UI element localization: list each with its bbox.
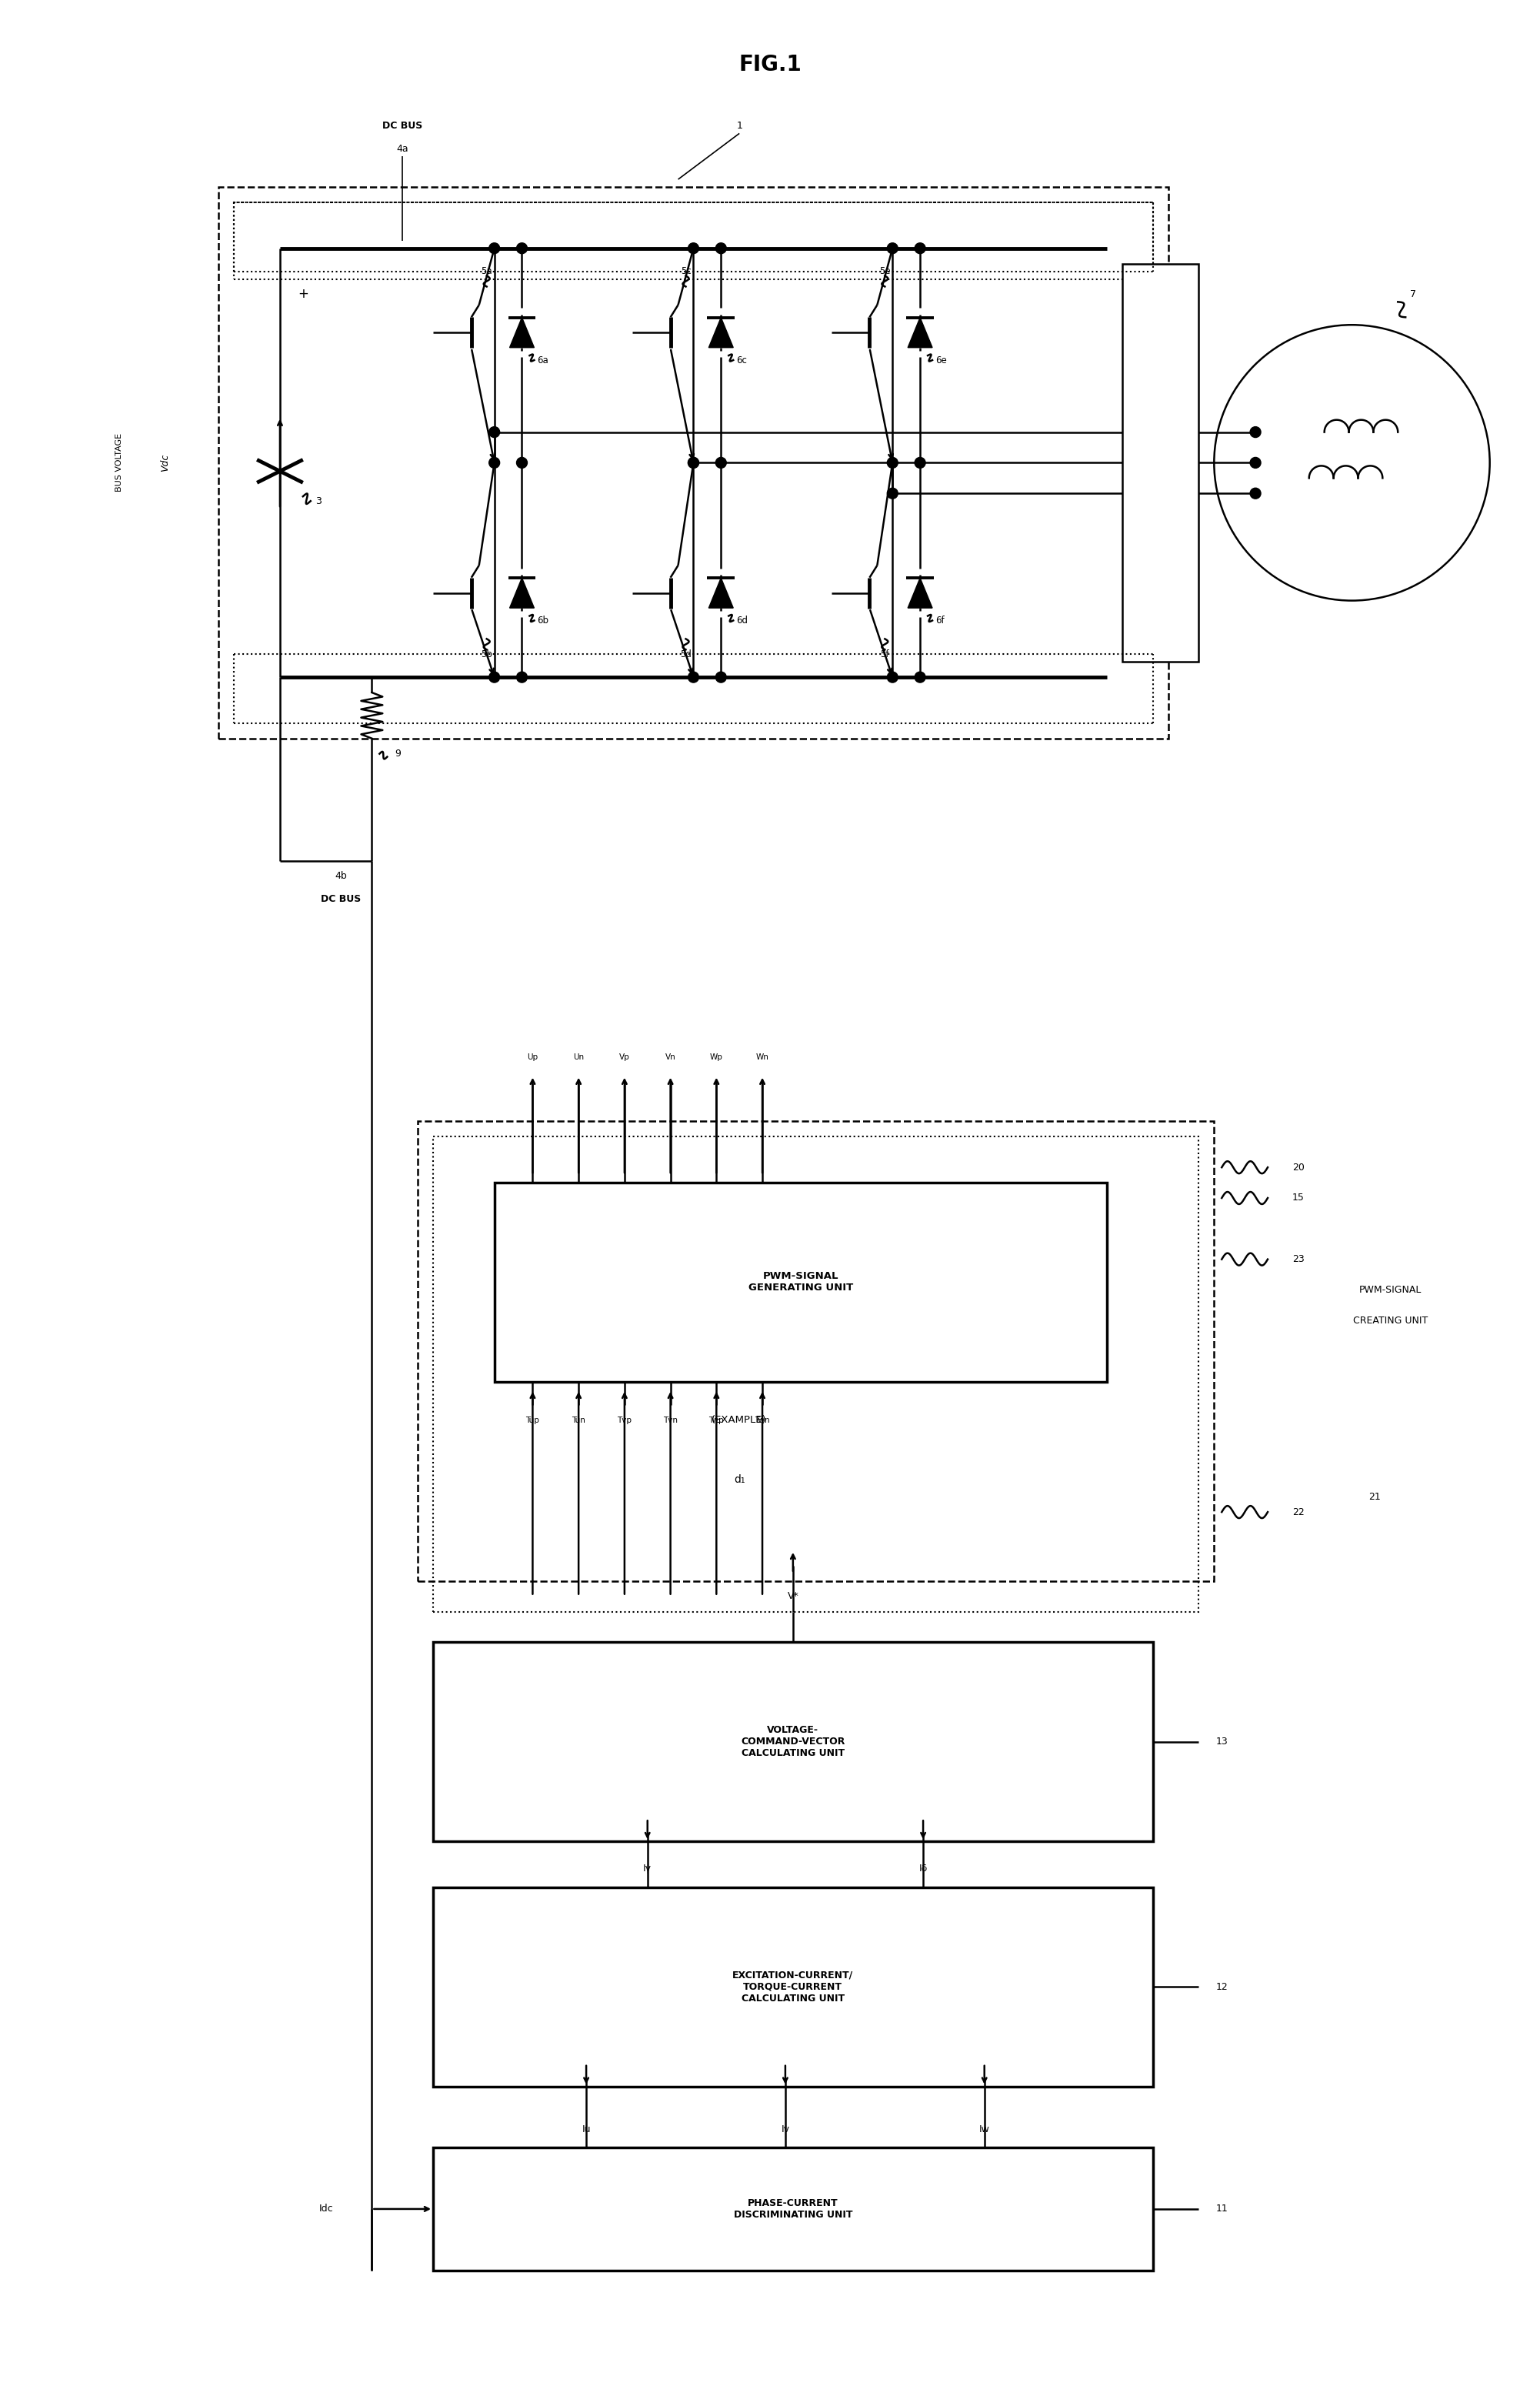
Circle shape xyxy=(688,671,699,683)
Text: (EXAMPLE): (EXAMPLE) xyxy=(711,1416,767,1426)
Circle shape xyxy=(716,671,727,683)
Text: Twn: Twn xyxy=(755,1416,770,1423)
Text: Wp: Wp xyxy=(710,1054,722,1061)
Text: 5e: 5e xyxy=(879,266,890,276)
Text: +: + xyxy=(297,288,308,302)
Text: PHASE-CURRENT
DISCRIMINATING UNIT: PHASE-CURRENT DISCRIMINATING UNIT xyxy=(733,2197,853,2219)
Text: 23: 23 xyxy=(1292,1253,1304,1265)
Text: 6a: 6a xyxy=(537,355,548,364)
Circle shape xyxy=(688,458,699,467)
Text: 6b: 6b xyxy=(537,616,548,625)
Text: 12: 12 xyxy=(1215,1981,1227,1991)
Polygon shape xyxy=(708,577,733,609)
Text: DC BUS: DC BUS xyxy=(322,894,362,903)
Circle shape xyxy=(887,489,898,498)
Circle shape xyxy=(516,671,527,683)
Bar xyxy=(433,1888,1153,2087)
Bar xyxy=(433,2147,1153,2271)
Circle shape xyxy=(490,426,499,438)
Bar xyxy=(494,1184,1107,1382)
Circle shape xyxy=(490,671,499,683)
Text: Iw: Iw xyxy=(979,2125,990,2135)
Text: 22: 22 xyxy=(1292,1507,1304,1517)
Text: 9: 9 xyxy=(394,750,400,760)
Bar xyxy=(433,1136,1198,1613)
Text: 13: 13 xyxy=(1215,1737,1227,1747)
Bar xyxy=(433,1641,1153,1843)
Text: 5c: 5c xyxy=(681,266,691,276)
Text: Vdc: Vdc xyxy=(160,453,169,472)
Bar xyxy=(234,201,1153,278)
Text: 5b: 5b xyxy=(480,649,493,659)
Text: 6e: 6e xyxy=(935,355,947,364)
Polygon shape xyxy=(708,319,733,347)
Circle shape xyxy=(915,458,926,467)
Circle shape xyxy=(516,242,527,254)
Circle shape xyxy=(1250,489,1261,498)
Text: 5f: 5f xyxy=(881,649,889,659)
Text: Iv: Iv xyxy=(781,2125,790,2135)
Text: Wn: Wn xyxy=(756,1054,768,1061)
Text: Vn: Vn xyxy=(665,1054,676,1061)
Text: FIG.1: FIG.1 xyxy=(739,53,801,74)
Text: Tvn: Tvn xyxy=(664,1416,678,1423)
Circle shape xyxy=(1250,426,1261,438)
Text: 4a: 4a xyxy=(396,144,408,153)
Circle shape xyxy=(887,671,898,683)
Text: Twp: Twp xyxy=(708,1416,724,1423)
Circle shape xyxy=(716,458,727,467)
Text: Tvp: Tvp xyxy=(618,1416,631,1423)
Text: 1: 1 xyxy=(736,120,742,132)
Text: BUS VOLTAGE: BUS VOLTAGE xyxy=(116,434,123,491)
Circle shape xyxy=(516,458,527,467)
Circle shape xyxy=(915,242,926,254)
Text: CREATING UNIT: CREATING UNIT xyxy=(1352,1315,1428,1325)
Text: Iu: Iu xyxy=(582,2125,591,2135)
Text: 6c: 6c xyxy=(736,355,747,364)
Text: V*: V* xyxy=(787,1591,799,1601)
Circle shape xyxy=(716,242,727,254)
Circle shape xyxy=(915,671,926,683)
Text: 5a: 5a xyxy=(480,266,493,276)
Polygon shape xyxy=(907,577,932,609)
Text: Tun: Tun xyxy=(571,1416,585,1423)
Circle shape xyxy=(490,458,499,467)
Text: 7: 7 xyxy=(1411,290,1417,300)
Circle shape xyxy=(1250,458,1261,467)
Text: Idc: Idc xyxy=(319,2204,333,2214)
Text: 5d: 5d xyxy=(681,649,691,659)
Text: Tup: Tup xyxy=(525,1416,539,1423)
Polygon shape xyxy=(907,319,932,347)
Text: 21: 21 xyxy=(1369,1493,1381,1502)
Text: PWM-SIGNAL
GENERATING UNIT: PWM-SIGNAL GENERATING UNIT xyxy=(748,1272,853,1294)
Circle shape xyxy=(887,458,898,467)
Text: VOLTAGE-
COMMAND-VECTOR
CALCULATING UNIT: VOLTAGE- COMMAND-VECTOR CALCULATING UNIT xyxy=(741,1725,845,1759)
Text: d₁: d₁ xyxy=(733,1474,745,1486)
Text: 6d: 6d xyxy=(736,616,748,625)
Text: 11: 11 xyxy=(1215,2204,1227,2214)
Bar xyxy=(219,187,1169,738)
Circle shape xyxy=(688,242,699,254)
Text: Un: Un xyxy=(573,1054,584,1061)
Bar xyxy=(1123,264,1198,661)
Text: DC BUS: DC BUS xyxy=(382,120,422,132)
Text: 15: 15 xyxy=(1292,1193,1304,1203)
Text: Up: Up xyxy=(527,1054,537,1061)
Text: 6f: 6f xyxy=(935,616,944,625)
Text: Iγ: Iγ xyxy=(644,1864,651,1874)
Bar xyxy=(417,1121,1214,1581)
Text: 20: 20 xyxy=(1292,1162,1304,1172)
Text: Vp: Vp xyxy=(619,1054,630,1061)
Text: EXCITATION-CURRENT/
TORQUE-CURRENT
CALCULATING UNIT: EXCITATION-CURRENT/ TORQUE-CURRENT CALCU… xyxy=(733,1970,853,2003)
Text: PWM-SIGNAL: PWM-SIGNAL xyxy=(1358,1284,1421,1294)
Text: 4b: 4b xyxy=(336,872,346,882)
Circle shape xyxy=(688,458,699,467)
Polygon shape xyxy=(510,319,534,347)
Text: Iδ: Iδ xyxy=(919,1864,927,1874)
Circle shape xyxy=(887,242,898,254)
Polygon shape xyxy=(510,577,534,609)
Text: 3: 3 xyxy=(316,496,322,506)
Circle shape xyxy=(490,242,499,254)
